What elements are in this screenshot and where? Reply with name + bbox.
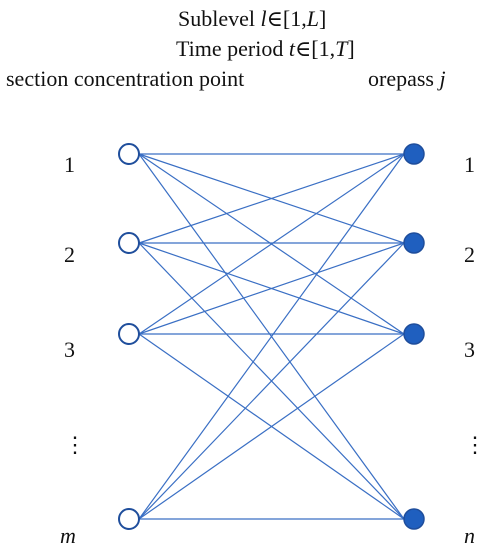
right-column-heading: orepass j xyxy=(368,66,446,91)
sublevel-range-label: Sublevel l∈[1,L] xyxy=(178,6,327,31)
edge-2-1 xyxy=(138,153,405,244)
edge-4-2 xyxy=(138,242,405,520)
concentration-point-node-1 xyxy=(118,143,140,165)
orepass-node-4 xyxy=(403,508,425,530)
concentration-point-node-2 xyxy=(118,232,140,254)
edge-4-3 xyxy=(138,333,405,520)
left-label-3: 3 xyxy=(64,337,75,362)
orepass-node-3 xyxy=(403,323,425,345)
right-label-ellipsis: ⋮ xyxy=(464,432,486,457)
edge-3-1 xyxy=(138,153,405,335)
right-label-2: 2 xyxy=(464,242,475,267)
time-period-range-label: Time period t∈[1,T] xyxy=(176,36,355,61)
right-label-n: n xyxy=(464,523,475,548)
edge-4-1 xyxy=(138,153,405,520)
left-label-1: 1 xyxy=(64,152,75,177)
edge-group xyxy=(138,153,405,520)
left-label-ellipsis: ⋮ xyxy=(64,432,86,457)
node-group xyxy=(118,143,425,530)
concentration-point-node-4 xyxy=(118,508,140,530)
left-column-heading: section concentration point xyxy=(6,66,245,91)
concentration-point-node-3 xyxy=(118,323,140,345)
right-label-3: 3 xyxy=(464,337,475,362)
left-label-m: m xyxy=(60,523,76,548)
orepass-node-2 xyxy=(403,232,425,254)
right-label-1: 1 xyxy=(464,152,475,177)
orepass-node-1 xyxy=(403,143,425,165)
edge-3-2 xyxy=(138,242,405,335)
left-label-2: 2 xyxy=(64,242,75,267)
